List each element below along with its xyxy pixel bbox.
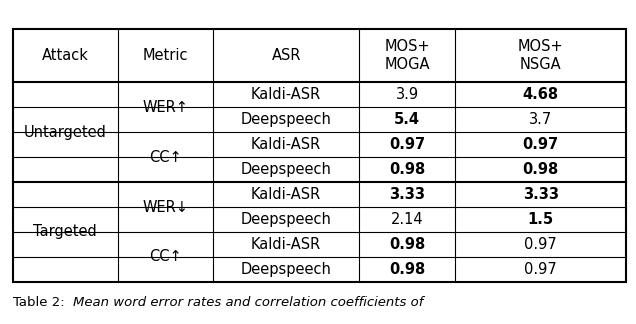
Text: Kaldi-ASR: Kaldi-ASR xyxy=(251,237,321,252)
Text: Metric: Metric xyxy=(142,48,188,63)
Text: 0.98: 0.98 xyxy=(389,237,425,252)
Text: CC↑: CC↑ xyxy=(149,249,182,264)
Text: 0.98: 0.98 xyxy=(523,162,558,177)
Text: Table 2:: Table 2: xyxy=(13,296,69,309)
Text: Mean word error rates and correlation coefficients of: Mean word error rates and correlation co… xyxy=(73,296,424,309)
Text: 5.4: 5.4 xyxy=(394,112,420,127)
Text: Kaldi-ASR: Kaldi-ASR xyxy=(251,187,321,202)
Text: 0.98: 0.98 xyxy=(389,262,425,277)
Text: 0.97: 0.97 xyxy=(524,237,557,252)
Text: Deepspeech: Deepspeech xyxy=(241,262,331,277)
Text: MOS+
NSGA: MOS+ NSGA xyxy=(518,39,563,73)
Text: Untargeted: Untargeted xyxy=(24,125,107,140)
Text: 3.33: 3.33 xyxy=(523,187,558,202)
Text: Kaldi-ASR: Kaldi-ASR xyxy=(251,137,321,152)
Text: WER↑: WER↑ xyxy=(142,100,188,115)
Text: Deepspeech: Deepspeech xyxy=(241,212,331,227)
Text: 1.5: 1.5 xyxy=(527,212,554,227)
Text: 0.97: 0.97 xyxy=(389,137,425,152)
Text: WER↓: WER↓ xyxy=(142,200,188,214)
Text: Targeted: Targeted xyxy=(33,225,97,239)
Text: 2.14: 2.14 xyxy=(391,212,424,227)
Text: 3.7: 3.7 xyxy=(529,112,552,127)
Text: 0.98: 0.98 xyxy=(389,162,425,177)
Text: Kaldi-ASR: Kaldi-ASR xyxy=(251,87,321,102)
Text: 4.68: 4.68 xyxy=(523,87,558,102)
Text: MOS+
MOGA: MOS+ MOGA xyxy=(384,39,430,73)
Text: Attack: Attack xyxy=(42,48,88,63)
Text: 3.33: 3.33 xyxy=(389,187,425,202)
Text: 3.9: 3.9 xyxy=(396,87,418,102)
Text: CC↑: CC↑ xyxy=(149,150,182,165)
Text: Deepspeech: Deepspeech xyxy=(241,162,331,177)
Text: Deepspeech: Deepspeech xyxy=(241,112,331,127)
Text: ASR: ASR xyxy=(272,48,301,63)
Text: 0.97: 0.97 xyxy=(524,262,557,277)
Text: 0.97: 0.97 xyxy=(523,137,558,152)
